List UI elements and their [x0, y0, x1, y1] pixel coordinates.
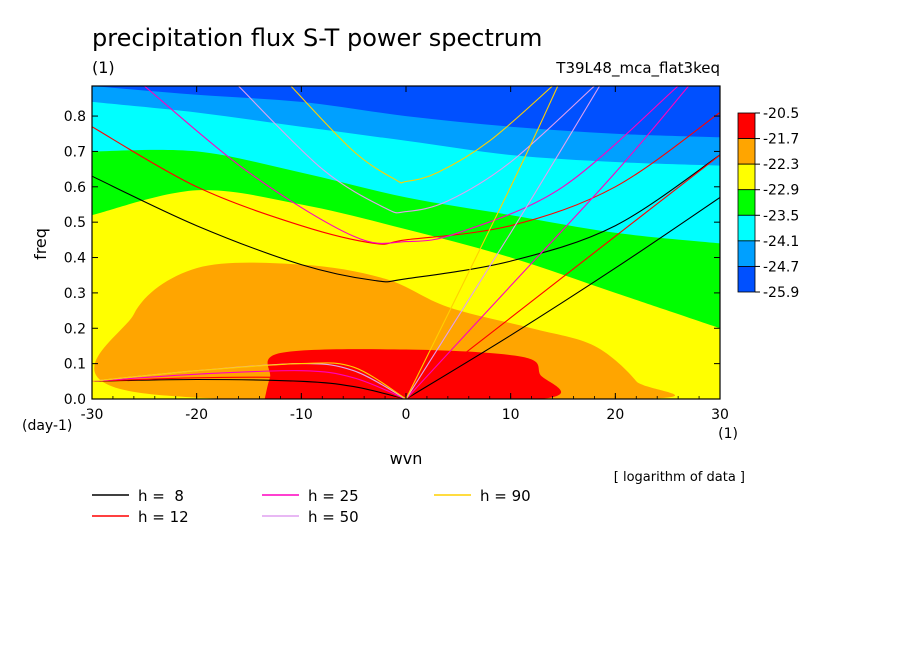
x-tick-label-1: -20	[185, 407, 208, 423]
contour-region-7	[264, 349, 561, 399]
chart-subtitle-left: (1)	[92, 58, 115, 77]
y-axis-title: freq	[31, 228, 50, 260]
colorbar-label-5: -24.1	[763, 234, 799, 250]
x-tick-label-0: -30	[81, 407, 104, 423]
curve-3-0	[238, 86, 595, 214]
legend-label-2: h = 25	[308, 487, 359, 505]
legend-label-1: h = 12	[138, 508, 189, 526]
dispersion-curves	[92, 86, 720, 399]
x-axis-title: wvn	[390, 449, 423, 468]
x-tick-label-2: -10	[290, 407, 313, 423]
colorbar-label-3: -22.9	[763, 183, 799, 199]
curve-1-2	[405, 154, 720, 399]
y-tick-label-3: 0.3	[64, 286, 86, 302]
colorbar-swatch-5	[737, 240, 756, 267]
y-tick-label-1: 0.1	[64, 357, 86, 373]
colorbar-swatch-6	[737, 266, 756, 293]
colorbar-swatch-4	[737, 214, 756, 242]
curve-4-0	[290, 86, 553, 184]
data-note: [ logarithm of data ]	[614, 470, 745, 485]
colorbar-label-6: -24.7	[763, 259, 799, 275]
colorbar-label-1: -21.7	[763, 132, 799, 148]
curve-2-2	[405, 86, 690, 399]
x-tick-label-3: 0	[402, 407, 411, 423]
colorbar-label-2: -22.3	[763, 157, 799, 173]
chart-title: precipitation flux S-T power spectrum	[92, 24, 542, 52]
y-tick-label-8: 0.8	[64, 109, 86, 125]
colorbar: -20.5 -21.7 -22.3 -22.9 -23.5 -24.1 -24.7 -25.9	[737, 106, 799, 301]
curve-1-1	[92, 376, 407, 399]
legend: h = 8 h = 12 h = 25 h = 50 h = 90	[92, 487, 531, 526]
colorbar-label-4: -23.5	[763, 208, 799, 224]
legend-label-0: h = 8	[138, 487, 184, 505]
curve-0-1	[92, 378, 407, 399]
y-tick-label-4: 0.4	[64, 251, 86, 267]
colorbar-label-0: -20.5	[763, 106, 799, 122]
curve-2-0	[143, 86, 679, 245]
colorbar-swatch-2	[737, 163, 756, 191]
contour-regions	[92, 86, 720, 399]
curve-2-1	[92, 370, 407, 399]
y-tick-label-0: 0.0	[64, 392, 86, 408]
y-tick-label-5: 0.5	[64, 215, 86, 231]
curve-4-2	[405, 86, 559, 399]
x-tick-label-4: 10	[502, 407, 520, 423]
chart-subtitle-right: T39L48_mca_flat3keq	[555, 59, 720, 78]
curve-4-1	[92, 362, 407, 399]
x-axis: -30 -20 -10 0 10 20 30	[81, 86, 729, 423]
x-tick-label-6: 30	[711, 407, 729, 423]
legend-label-4: h = 90	[480, 487, 531, 505]
y-axis: 0.0 0.1 0.2 0.3 0.4 0.5 0.6 0.7 0.8	[64, 109, 720, 408]
curve-0-2	[405, 196, 720, 399]
colorbar-label-7: -25.9	[763, 285, 799, 301]
y-tick-label-7: 0.7	[64, 144, 86, 160]
curve-0-0	[92, 154, 720, 283]
y-tick-label-2: 0.2	[64, 321, 86, 337]
colorbar-swatch-0	[737, 112, 756, 139]
colorbar-swatch-1	[737, 138, 756, 165]
y-axis-unit: (day-1)	[22, 418, 72, 434]
curve-3-2	[405, 86, 601, 399]
legend-label-3: h = 50	[308, 508, 359, 526]
x-axis-unit: (1)	[718, 426, 738, 442]
x-tick-label-5: 20	[606, 407, 624, 423]
colorbar-swatch-3	[737, 189, 756, 216]
y-tick-label-6: 0.6	[64, 180, 86, 196]
